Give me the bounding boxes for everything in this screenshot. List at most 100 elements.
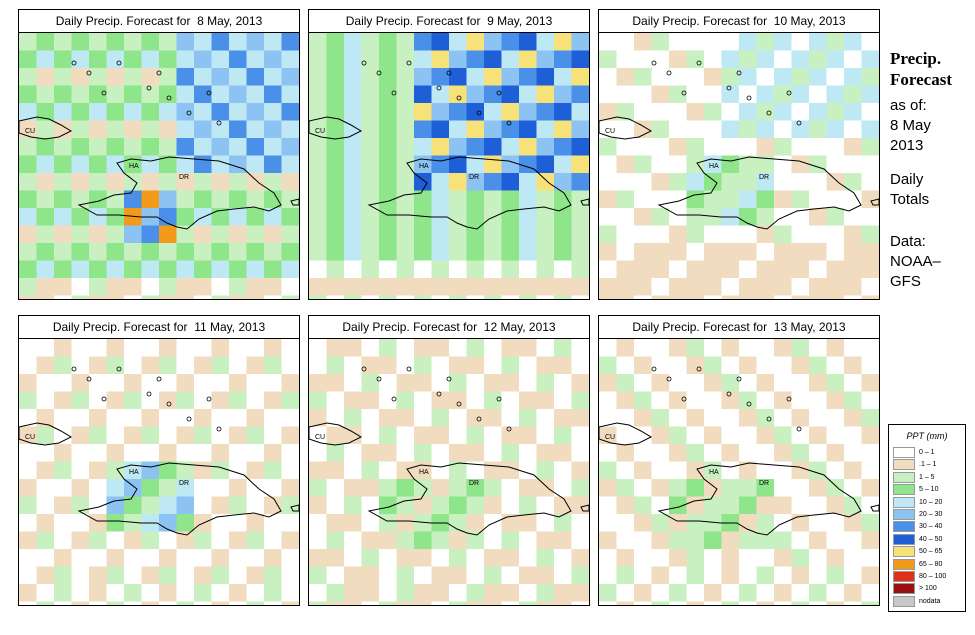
grid-cell bbox=[36, 50, 55, 69]
grid-cell bbox=[246, 566, 265, 585]
grid-cell bbox=[861, 461, 879, 480]
grid-cell bbox=[159, 356, 177, 375]
grid-cell bbox=[721, 190, 740, 209]
grid-cell bbox=[686, 531, 705, 550]
grid-cell bbox=[229, 391, 247, 410]
grid-cell bbox=[519, 68, 537, 86]
grid-cell bbox=[826, 260, 845, 279]
grid-cell bbox=[326, 601, 345, 605]
grid-cell bbox=[211, 601, 230, 605]
grid-cell bbox=[809, 208, 827, 226]
grid-cell bbox=[106, 549, 125, 567]
grid-cell bbox=[71, 278, 90, 296]
grid-cell bbox=[466, 50, 485, 69]
grid-cell bbox=[756, 50, 775, 69]
grid-cell bbox=[791, 426, 810, 445]
grid-cell bbox=[71, 584, 90, 602]
grid-cell bbox=[264, 496, 282, 515]
country-label-dominican-republic: DR bbox=[469, 174, 480, 181]
grid-cell bbox=[106, 531, 125, 550]
legend-item: 10 – 20 bbox=[893, 496, 963, 509]
grid-cell bbox=[739, 356, 757, 375]
grid-cell bbox=[484, 190, 502, 209]
grid-cell bbox=[326, 85, 345, 104]
grid-cell bbox=[756, 356, 775, 375]
grid-cell bbox=[826, 225, 845, 244]
grid-cell bbox=[159, 584, 177, 602]
grid-cell bbox=[246, 295, 265, 299]
island-outline bbox=[456, 95, 462, 101]
grid-cell bbox=[159, 278, 177, 296]
grid-cell bbox=[519, 461, 537, 480]
grid-cell bbox=[159, 461, 177, 480]
grid-cell bbox=[536, 190, 555, 209]
grid-cell bbox=[229, 566, 247, 585]
grid-cell bbox=[159, 33, 177, 51]
grid-cell bbox=[791, 566, 810, 585]
grid-cell bbox=[36, 278, 55, 296]
grid-cell bbox=[229, 155, 247, 174]
grid-cell bbox=[141, 356, 160, 375]
grid-cell bbox=[669, 190, 687, 209]
grid-cell bbox=[281, 444, 299, 462]
grid-cell bbox=[54, 514, 72, 532]
grid-cell bbox=[861, 356, 879, 375]
legend-swatch bbox=[893, 571, 915, 582]
grid-cell bbox=[756, 531, 775, 550]
grid-cell bbox=[176, 208, 195, 226]
grid-cell bbox=[246, 138, 265, 156]
grid-cell bbox=[791, 339, 810, 357]
grid-cell bbox=[106, 278, 125, 296]
grid-cell bbox=[176, 566, 195, 585]
grid-cell bbox=[141, 339, 160, 357]
grid-cell bbox=[651, 50, 670, 69]
grid-cell bbox=[281, 566, 299, 585]
island-outline bbox=[206, 396, 212, 402]
grid-cell bbox=[71, 566, 90, 585]
grid-cell bbox=[176, 514, 195, 532]
grid-cell bbox=[71, 103, 90, 121]
grid-cell bbox=[431, 278, 450, 296]
grid-cell bbox=[484, 496, 502, 515]
grid-cell bbox=[281, 85, 299, 104]
grid-cell bbox=[554, 426, 572, 445]
grid-cell bbox=[484, 461, 502, 480]
grid-cell bbox=[484, 479, 502, 497]
grid-cell bbox=[309, 356, 327, 375]
grid-cell bbox=[36, 461, 55, 480]
country-label-haiti: HA bbox=[419, 469, 429, 476]
grid-cell bbox=[89, 374, 107, 392]
grid-cell bbox=[159, 50, 177, 69]
grid-cell bbox=[669, 295, 687, 299]
cuba-outline bbox=[19, 116, 73, 140]
grid-cell bbox=[844, 584, 862, 602]
grid-cell bbox=[809, 426, 827, 445]
grid-cell bbox=[739, 103, 757, 121]
grid-cell bbox=[844, 190, 862, 209]
grid-cell bbox=[229, 260, 247, 279]
grid-cell bbox=[344, 33, 362, 51]
grid-cell bbox=[229, 339, 247, 357]
grid-cell bbox=[791, 260, 810, 279]
precip-grid bbox=[599, 339, 879, 605]
grid-cell bbox=[599, 566, 617, 585]
grid-cell bbox=[791, 496, 810, 515]
grid-cell bbox=[536, 68, 555, 86]
grid-cell bbox=[536, 50, 555, 69]
grid-cell bbox=[861, 409, 879, 427]
grid-cell bbox=[159, 103, 177, 121]
grid-cell bbox=[686, 225, 705, 244]
grid-cell bbox=[739, 426, 757, 445]
grid-cell bbox=[501, 50, 520, 69]
grid-cell bbox=[194, 33, 212, 51]
grid-cell bbox=[431, 339, 450, 357]
grid-cell bbox=[281, 479, 299, 497]
grid-cell bbox=[106, 461, 125, 480]
grid-cell bbox=[396, 531, 415, 550]
grid-cell bbox=[791, 155, 810, 174]
grid-cell bbox=[264, 50, 282, 69]
grid-cell bbox=[669, 243, 687, 261]
grid-cell bbox=[704, 601, 722, 605]
grid-cell bbox=[344, 409, 362, 427]
grid-cell bbox=[844, 339, 862, 357]
